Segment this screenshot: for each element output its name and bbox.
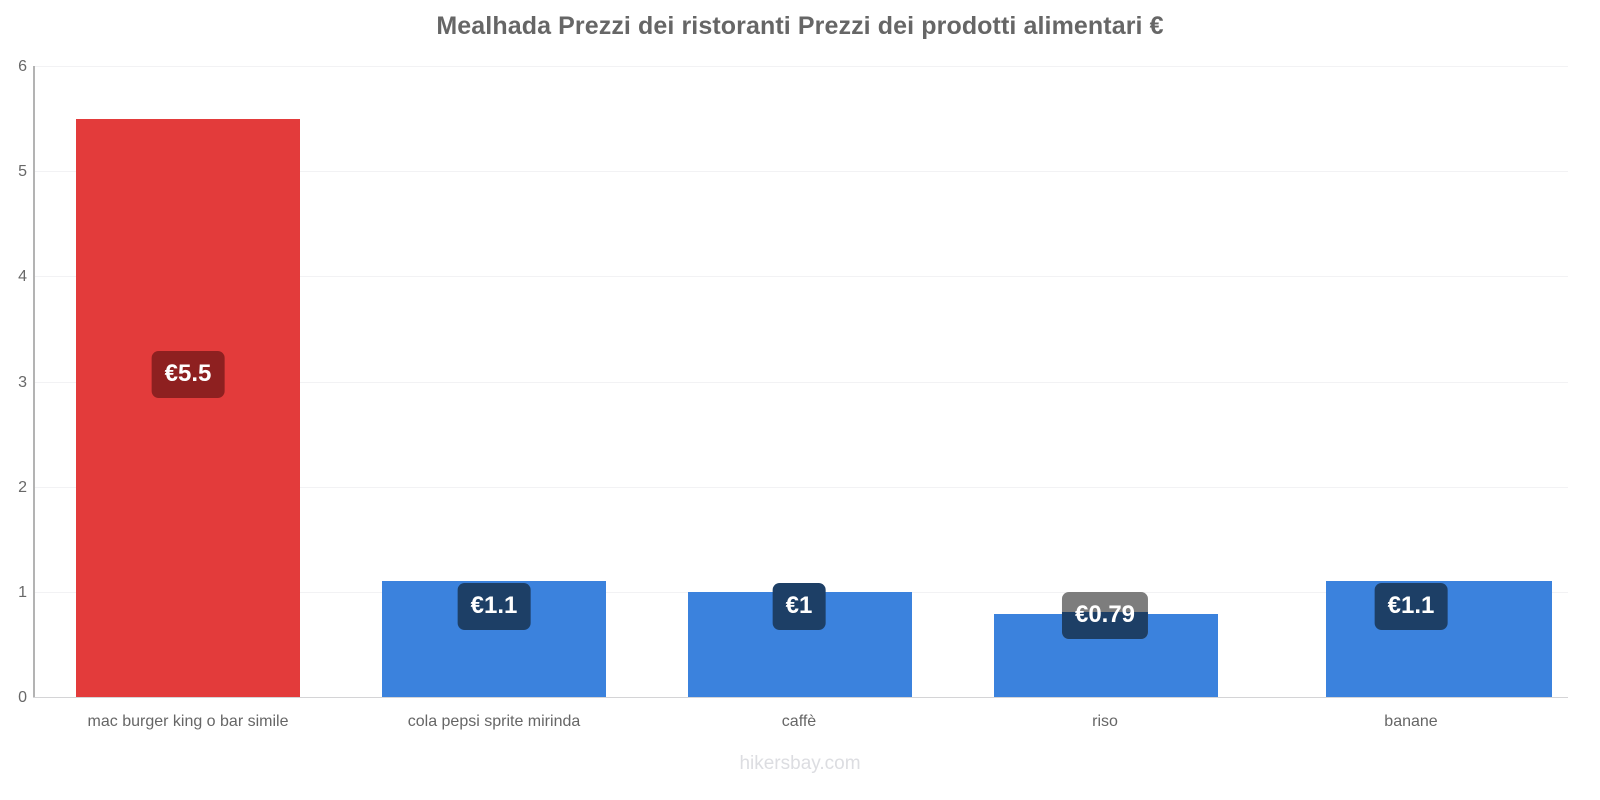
- y-tick-label-1: 1: [18, 584, 27, 601]
- chart-title: Mealhada Prezzi dei ristoranti Prezzi de…: [436, 12, 1164, 40]
- x-axis-line: [33, 697, 1568, 698]
- x-tick-label-riso: riso: [1092, 713, 1118, 730]
- value-label-mac-burger-king-o-bar-simile: €5.5: [151, 351, 225, 398]
- gridline-4: [33, 276, 1568, 278]
- y-tick-label-6: 6: [18, 58, 27, 75]
- x-tick-label-mac-burger-king-o-bar-simile: mac burger king o bar simile: [87, 713, 289, 730]
- y-tick-label-4: 4: [18, 268, 27, 285]
- x-tick-label-banane: banane: [1384, 713, 1438, 730]
- value-label-riso-bar-overlap: [1061, 612, 1149, 639]
- value-label-cola-pepsi-sprite-mirinda: €1.1: [457, 583, 531, 630]
- bar-mac-burger-king-o-bar-simile[interactable]: [76, 118, 300, 697]
- value-label-riso-inner: €0.79: [1062, 592, 1148, 639]
- y-tick-label-3: 3: [18, 374, 27, 391]
- value-label-banane: €1.1: [1374, 583, 1448, 630]
- gridline-5: [33, 171, 1568, 173]
- gridline-6: [33, 66, 1568, 67]
- y-tick-label-5: 5: [18, 163, 27, 180]
- y-tick-label-2: 2: [18, 479, 27, 496]
- value-label-riso: €0.79: [1061, 592, 1149, 639]
- gridline-2: [33, 486, 1568, 488]
- x-tick-label-caffe: caffè: [781, 713, 817, 730]
- value-label-riso-text: €0.79: [1074, 601, 1136, 628]
- x-tick-label-cola-pepsi-sprite-mirinda: cola pepsi sprite mirinda: [407, 713, 581, 730]
- gridline-3: [33, 381, 1568, 383]
- value-label-caffe: €1: [772, 583, 826, 630]
- footer-watermark: hikersbay.com: [739, 753, 861, 774]
- y-axis-line: [33, 66, 35, 697]
- y-tick-label-0: 0: [18, 689, 27, 706]
